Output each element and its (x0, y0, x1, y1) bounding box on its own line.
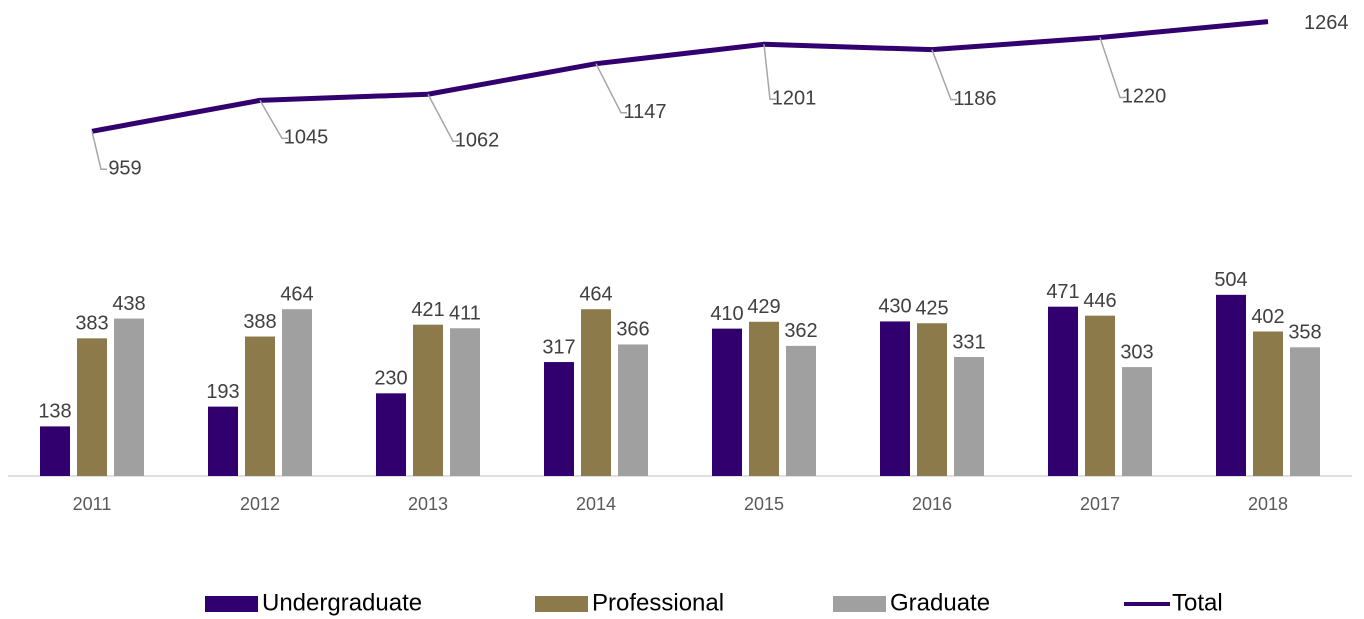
bar (40, 426, 70, 476)
data-label: 429 (747, 296, 780, 318)
data-label: 383 (75, 313, 108, 335)
bar (618, 344, 648, 476)
bar (413, 324, 443, 476)
bar (450, 328, 480, 476)
x-tick-label: 2015 (744, 494, 784, 514)
data-label: 193 (206, 381, 239, 403)
leader-line (91, 131, 107, 171)
data-label: 138 (38, 401, 71, 423)
legend-swatch (833, 596, 886, 612)
x-tick-label: 2018 (1248, 494, 1288, 514)
data-label: 464 (280, 283, 313, 305)
data-label: 430 (878, 296, 911, 318)
bar (712, 328, 742, 476)
data-label: 317 (542, 336, 575, 358)
data-label: 331 (952, 331, 985, 353)
bar (1048, 306, 1078, 476)
data-label: 421 (411, 299, 444, 321)
legend-label: Professional (592, 589, 724, 616)
data-label: 1186 (953, 88, 996, 110)
x-tick-label: 2011 (73, 494, 112, 514)
bar (954, 357, 984, 476)
data-label: 1062 (455, 130, 500, 152)
legend-swatch (535, 596, 588, 612)
leader-line (259, 99, 288, 140)
bar (1122, 367, 1152, 476)
bar (1253, 331, 1283, 476)
bar (1216, 294, 1246, 476)
bar (880, 321, 910, 476)
bar (581, 309, 611, 476)
leader-line (1099, 37, 1126, 99)
bar (786, 345, 816, 476)
data-label: 358 (1288, 322, 1321, 344)
x-tick-label: 2013 (408, 494, 448, 514)
bar (917, 323, 947, 476)
data-label: 425 (915, 298, 948, 320)
data-label: 1264 (1304, 12, 1349, 34)
legend-swatch (205, 596, 258, 612)
data-label: 1045 (284, 127, 329, 149)
leader-line (763, 44, 776, 101)
data-label: 410 (710, 303, 743, 325)
bar (77, 338, 107, 476)
legend-label: Graduate (890, 589, 990, 616)
line (91, 19, 1269, 134)
data-label: 504 (1214, 269, 1247, 291)
bar (749, 321, 779, 476)
data-label: 411 (449, 303, 481, 325)
data-label: 464 (579, 283, 612, 305)
leader-line (595, 63, 627, 114)
data-label: 1147 (623, 101, 666, 123)
bar (376, 393, 406, 476)
legend-label: Undergraduate (262, 589, 422, 616)
data-label: 362 (784, 320, 817, 342)
bar (1085, 315, 1115, 476)
leader-line (931, 49, 957, 101)
data-label: 303 (1120, 341, 1153, 363)
x-tick-label: 2016 (912, 494, 952, 514)
data-label: 1201 (772, 88, 817, 110)
bar (544, 362, 574, 476)
bar (114, 318, 144, 476)
data-label: 446 (1083, 290, 1116, 312)
data-label: 402 (1251, 306, 1284, 328)
data-label: 471 (1046, 281, 1079, 303)
data-label: 1220 (1122, 86, 1167, 108)
bar (1290, 347, 1320, 476)
bar (208, 406, 238, 476)
bar (282, 309, 312, 476)
x-tick-label: 2017 (1080, 494, 1120, 514)
x-tick-label: 2014 (576, 494, 616, 514)
data-label: 959 (108, 158, 141, 180)
data-label: 388 (243, 311, 276, 333)
data-label: 230 (374, 368, 407, 390)
x-tick-label: 2012 (240, 494, 280, 514)
legend-label: Total (1172, 589, 1223, 616)
data-label: 438 (112, 293, 145, 315)
bar (245, 336, 275, 476)
leader-line (427, 93, 459, 143)
data-label: 366 (616, 319, 649, 341)
